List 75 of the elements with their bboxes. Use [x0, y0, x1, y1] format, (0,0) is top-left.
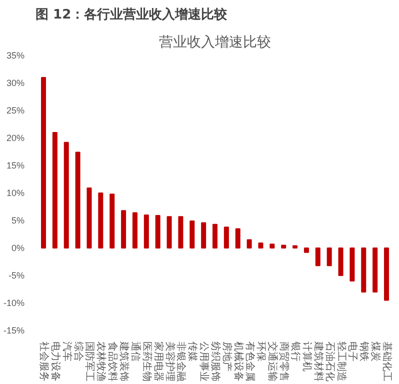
- x-tick-label: 建筑材料: [312, 340, 324, 382]
- bar: [178, 216, 184, 248]
- bar: [361, 248, 366, 292]
- x-tick-label: 公用事业: [198, 342, 210, 382]
- y-tick-label: 30%: [6, 78, 24, 88]
- x-tick-label: 汽车: [60, 342, 73, 362]
- bar: [281, 244, 286, 248]
- x-tick-label: 纺织服饰: [210, 342, 222, 382]
- bar: [64, 142, 69, 248]
- x-tick-label: 石油石化: [324, 342, 336, 382]
- x-tick-label: 煤炭: [370, 342, 382, 362]
- x-tick-label: 电力设备: [49, 342, 62, 382]
- y-tick-label: 25%: [6, 106, 24, 116]
- bar: [384, 248, 389, 301]
- x-tick-label: 非银金融: [175, 342, 188, 382]
- y-tick-label: -5%: [8, 270, 25, 280]
- bar: [304, 248, 309, 253]
- bar: [350, 248, 355, 282]
- bar: [224, 226, 229, 248]
- x-tick-label: 机械设备: [232, 342, 244, 382]
- y-tick-label: 10%: [6, 188, 24, 198]
- x-tick-label: 电子: [346, 342, 359, 362]
- x-tick-label: 建筑装饰: [118, 340, 130, 382]
- x-tick-label: 国防军工: [84, 342, 96, 382]
- bar: [41, 77, 46, 248]
- x-tick-label: 医药生物: [140, 342, 153, 382]
- y-tick-label: 5%: [11, 216, 25, 226]
- bar: [75, 152, 80, 248]
- bar: [144, 214, 149, 248]
- bar: [121, 210, 126, 248]
- x-tick-label: 银行: [290, 340, 301, 362]
- x-tick-label: 综合: [72, 342, 84, 362]
- x-tick-label: 交通运输: [266, 342, 279, 382]
- y-tick-label: 15%: [6, 160, 24, 170]
- y-tick-label: 35%: [6, 50, 24, 60]
- x-tick-label: 美容护理: [164, 342, 176, 382]
- bar: [246, 239, 252, 248]
- y-tick-label: 20%: [6, 133, 24, 143]
- bar: [155, 215, 160, 248]
- x-tick-label: 食品饮料: [106, 342, 119, 382]
- bar: [338, 248, 344, 276]
- x-tick-label: 传媒: [186, 342, 198, 362]
- x-tick-label: 通信: [129, 342, 142, 362]
- x-tick-label: 计算机: [300, 342, 313, 372]
- bar: [166, 216, 172, 248]
- x-tick-label: 农林牧渔: [95, 342, 108, 382]
- x-tick-label: 环保: [255, 342, 266, 362]
- bar: [132, 212, 138, 248]
- bar: [201, 222, 206, 248]
- x-tick-label: 商贸零售: [278, 342, 290, 382]
- bar: [292, 245, 298, 248]
- bar: [190, 220, 195, 248]
- x-tick-label: 房地产: [220, 342, 233, 372]
- y-tick-label: 0%: [11, 243, 25, 253]
- bar: [372, 248, 378, 292]
- bar: [326, 248, 332, 266]
- bar: [258, 242, 264, 248]
- bar: [86, 188, 92, 248]
- x-tick-label: 基础化工: [380, 342, 393, 382]
- chart-subtitle: 营业收入增速比较: [159, 34, 271, 50]
- chart-title: 图 12：各行业营业收入增速比较: [36, 6, 228, 22]
- bar: [315, 248, 320, 266]
- bar: [270, 244, 275, 248]
- bar: [212, 224, 218, 248]
- y-tick-label: -10%: [3, 298, 25, 308]
- bar: [52, 132, 58, 248]
- x-tick-label: 家用电器: [152, 342, 164, 382]
- x-tick-label: 轻工制造: [335, 342, 348, 382]
- y-tick-label: -15%: [3, 326, 25, 336]
- x-tick-label: 有色金属: [244, 342, 256, 382]
- bar: [110, 194, 115, 248]
- bar: [98, 192, 104, 248]
- bar: [235, 228, 240, 248]
- x-tick-label: 社会服务: [38, 342, 50, 382]
- x-tick-label: 钢铁: [358, 340, 370, 362]
